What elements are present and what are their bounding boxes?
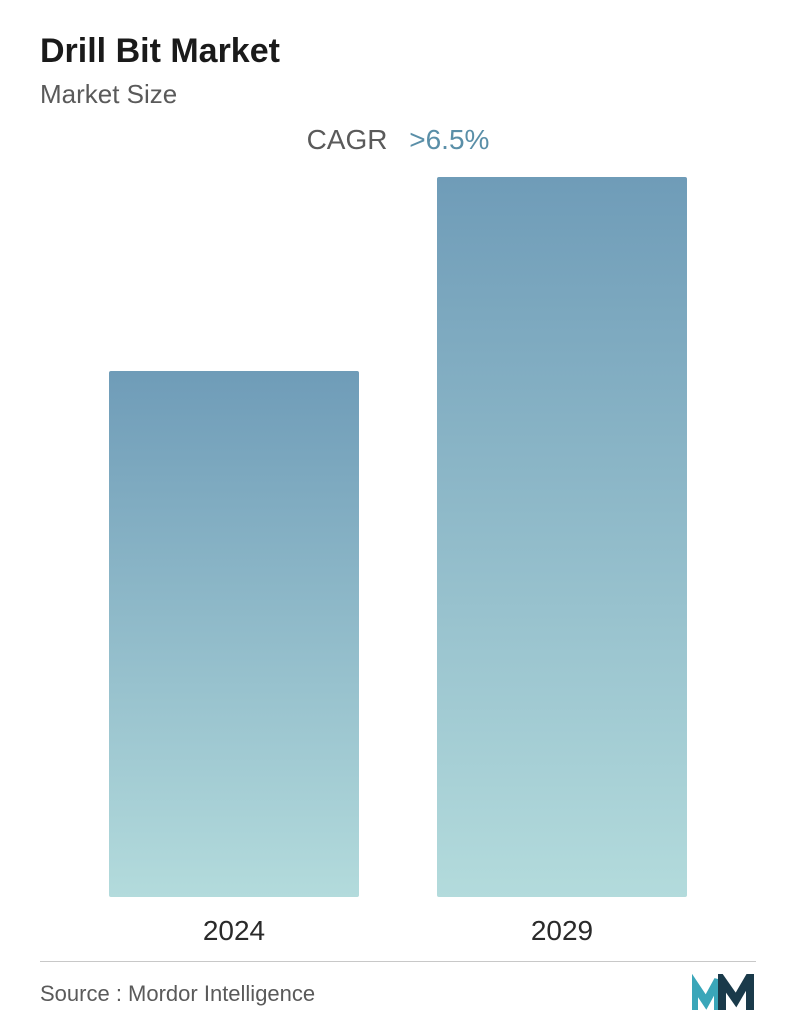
bar-label-2029: 2029: [531, 915, 593, 947]
chart-footer: Source : Mordor Intelligence: [40, 961, 756, 1014]
cagr-label: CAGR: [307, 124, 388, 155]
chart-title: Drill Bit Market: [40, 32, 756, 71]
chart-container: Drill Bit Market Market Size CAGR >6.5% …: [0, 0, 796, 1034]
chart-subtitle: Market Size: [40, 79, 756, 110]
bar-group-2029: 2029: [432, 177, 692, 947]
cagr-row: CAGR >6.5%: [40, 124, 756, 156]
bar-group-2024: 2024: [104, 371, 364, 947]
source-text: Source : Mordor Intelligence: [40, 981, 315, 1007]
bar-2024: [109, 371, 359, 897]
bar-2029: [437, 177, 687, 897]
mordor-logo-icon: [692, 974, 756, 1014]
cagr-value: >6.5%: [409, 124, 489, 155]
bar-label-2024: 2024: [203, 915, 265, 947]
chart-plot-area: 2024 2029: [40, 176, 756, 957]
